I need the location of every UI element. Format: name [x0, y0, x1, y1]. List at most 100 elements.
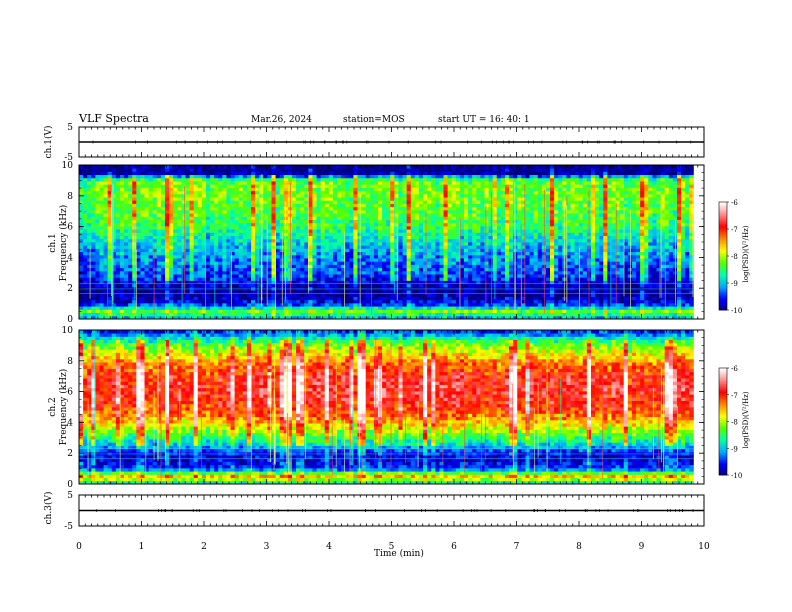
- spectrogram-cell: [476, 197, 481, 201]
- spectrogram-cell: [406, 190, 412, 195]
- spectrogram-cell: [361, 267, 367, 272]
- spectrogram-cell: [476, 293, 481, 297]
- spectrogram-cell: [115, 232, 121, 236]
- spectrogram-cell: [234, 283, 240, 288]
- spectrogram-cell: [418, 190, 424, 195]
- spectrogram-cell: [472, 213, 477, 217]
- spectrogram-cell: [369, 302, 375, 307]
- spectrogram-cell: [451, 232, 457, 236]
- spectrogram-cell: [447, 277, 453, 281]
- spectrogram-cell: [341, 302, 346, 307]
- spectrogram-cell: [414, 213, 420, 217]
- spectrogram-cell: [386, 209, 391, 214]
- spectrogram-cell: [128, 293, 133, 297]
- spectrogram-cell: [459, 296, 465, 301]
- spectrogram-cell: [210, 296, 215, 301]
- spectrogram-cell: [373, 235, 379, 240]
- spectrogram-cell: [468, 293, 473, 297]
- spectrogram-cell: [152, 251, 158, 256]
- spectrogram-cell: [169, 242, 174, 246]
- spectrogram-cell: [79, 200, 84, 204]
- spectrogram-cell: [173, 165, 178, 169]
- spectrogram-cell: [378, 171, 383, 176]
- spectrogram-cell: [222, 264, 227, 269]
- spectrogram-cell: [124, 235, 129, 240]
- spectrogram-cell: [87, 238, 92, 243]
- spectrogram-cell: [455, 238, 461, 243]
- spectrogram-cell: [234, 280, 240, 285]
- spectrogram-cell: [263, 165, 268, 169]
- spectrogram-cell: [300, 216, 305, 220]
- spectrogram-cell: [402, 187, 408, 192]
- spectrogram-cell: [316, 203, 322, 208]
- spectrogram-cell: [193, 267, 199, 272]
- spectrogram-cell: [398, 312, 403, 317]
- spectrogram-cell: [222, 238, 227, 243]
- spectrogram-cell: [148, 315, 154, 320]
- spectrogram-cell: [259, 187, 264, 192]
- spectrogram-cell: [382, 235, 387, 240]
- spectrogram-cell: [386, 165, 391, 169]
- spectrogram-cell: [349, 232, 354, 236]
- spectrogram-cell: [87, 267, 92, 272]
- spectrogram-cell: [230, 235, 236, 240]
- spectrogram-cell: [214, 267, 219, 272]
- spectrogram-cell: [337, 171, 342, 176]
- spectrogram-cell: [423, 171, 428, 176]
- spectrogram-cell: [271, 222, 276, 227]
- spectrogram-cell: [189, 216, 195, 220]
- spectrogram-cell: [296, 165, 301, 169]
- spectrogram-cell: [185, 222, 190, 227]
- spectrogram-cell: [406, 171, 412, 176]
- spectrogram-cell: [468, 168, 473, 172]
- spectrogram-cell: [189, 274, 195, 278]
- spectrogram-cell: [427, 302, 432, 307]
- spectrogram-cell: [152, 258, 158, 262]
- spectrogram-cell: [169, 251, 174, 256]
- spectrogram-cell: [464, 219, 469, 224]
- spectrogram-cell: [111, 277, 117, 281]
- spectrogram-cell: [443, 168, 449, 172]
- spectrogram-cell: [320, 213, 326, 217]
- spectrogram-cell: [361, 248, 367, 253]
- spectrogram-cell: [263, 200, 268, 204]
- spectrogram-cell: [87, 177, 92, 182]
- spectrogram-cell: [148, 296, 154, 301]
- spectrogram-cell: [398, 222, 403, 227]
- spectrogram-cell: [373, 181, 379, 185]
- spectrogram-cell: [406, 283, 412, 288]
- spectrogram-cell: [406, 200, 412, 204]
- spectrogram-cell: [423, 245, 428, 249]
- spectrogram-cell: [214, 293, 219, 297]
- spectrogram-cell: [251, 245, 256, 249]
- spectrogram-cell: [226, 309, 231, 313]
- spectrogram-cell: [173, 293, 178, 297]
- spectrogram-cell: [205, 225, 211, 230]
- spectrogram-cell: [312, 306, 317, 310]
- spectrogram-cell: [476, 171, 481, 176]
- spectrogram-cell: [259, 168, 264, 172]
- spectrogram-cell: [312, 261, 317, 265]
- spectrogram-cell: [267, 254, 272, 259]
- spectrogram-cell: [398, 206, 403, 211]
- spectrogram-cell: [439, 238, 444, 243]
- spectrogram-cell: [111, 261, 117, 265]
- spectrogram-cell: [287, 200, 293, 204]
- spectrogram-cell: [271, 177, 276, 182]
- spectrogram-cell: [99, 168, 104, 172]
- spectrogram-cell: [83, 312, 88, 317]
- spectrogram-cell: [255, 219, 260, 224]
- spectrogram-cell: [152, 293, 158, 297]
- spectrogram-cell: [189, 312, 195, 317]
- spectrogram-cell: [443, 245, 449, 249]
- spectrogram-cell: [275, 290, 281, 294]
- spectrogram-cell: [382, 225, 387, 230]
- spectrogram-cell: [136, 193, 141, 198]
- spectrogram-cell: [177, 197, 182, 201]
- spectrogram-cell: [316, 270, 322, 275]
- spectrogram-cell: [128, 235, 133, 240]
- spectrogram-cell: [136, 181, 141, 185]
- spectrogram-cell: [382, 261, 387, 265]
- spectrogram-cell: [373, 213, 379, 217]
- spectrogram-cell: [357, 264, 363, 269]
